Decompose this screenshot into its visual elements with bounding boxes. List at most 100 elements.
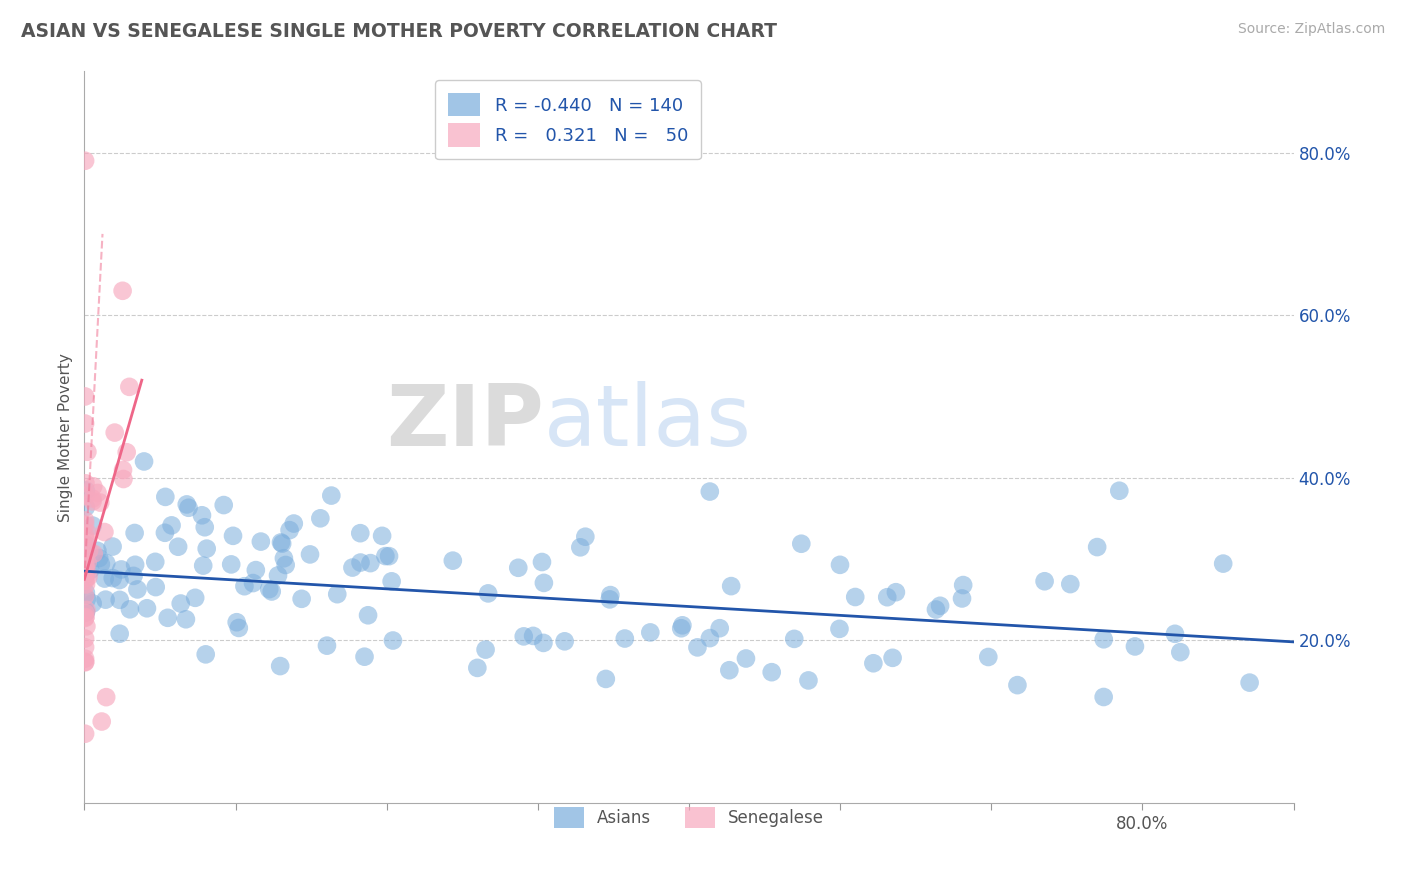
Point bbox=[75, 585, 97, 599]
Point bbox=[184, 591, 207, 605]
Point bbox=[1033, 574, 1056, 589]
Point bbox=[1212, 557, 1234, 571]
Point bbox=[132, 454, 155, 468]
Point bbox=[101, 571, 124, 585]
Point bbox=[75, 605, 97, 619]
Point bbox=[75, 528, 97, 542]
Point bbox=[353, 649, 375, 664]
Point bbox=[640, 625, 662, 640]
Point bbox=[75, 655, 97, 669]
Point bbox=[884, 585, 907, 599]
Point bbox=[359, 556, 381, 570]
Point bbox=[112, 472, 135, 486]
Point bbox=[76, 556, 98, 570]
Point bbox=[828, 558, 851, 572]
Point bbox=[75, 640, 97, 655]
Point bbox=[75, 550, 97, 565]
Point bbox=[89, 495, 111, 509]
Point bbox=[127, 582, 149, 597]
Point bbox=[75, 557, 97, 571]
Point bbox=[82, 491, 104, 506]
Point bbox=[96, 690, 118, 705]
Point bbox=[1108, 483, 1130, 498]
Point bbox=[270, 535, 292, 549]
Point bbox=[87, 551, 110, 566]
Point bbox=[155, 490, 177, 504]
Point bbox=[75, 574, 97, 588]
Point bbox=[75, 651, 97, 665]
Text: ZIP: ZIP bbox=[387, 381, 544, 464]
Point bbox=[245, 563, 267, 577]
Point bbox=[374, 549, 396, 563]
Point bbox=[75, 489, 97, 503]
Point bbox=[75, 632, 97, 646]
Point bbox=[321, 489, 343, 503]
Point bbox=[1164, 627, 1187, 641]
Point bbox=[153, 525, 176, 540]
Point bbox=[574, 530, 596, 544]
Point bbox=[513, 629, 536, 643]
Point bbox=[595, 672, 617, 686]
Point bbox=[75, 567, 97, 582]
Point bbox=[75, 619, 97, 633]
Point bbox=[75, 417, 97, 431]
Point bbox=[75, 610, 97, 624]
Point bbox=[250, 534, 273, 549]
Point bbox=[82, 479, 104, 493]
Point bbox=[176, 497, 198, 511]
Point bbox=[136, 601, 159, 615]
Point bbox=[876, 591, 898, 605]
Point bbox=[882, 650, 904, 665]
Point bbox=[167, 540, 190, 554]
Point bbox=[283, 516, 305, 531]
Point bbox=[76, 538, 98, 552]
Point bbox=[191, 508, 214, 523]
Point bbox=[326, 587, 349, 601]
Point bbox=[522, 629, 544, 643]
Point bbox=[371, 529, 394, 543]
Point bbox=[1059, 577, 1081, 591]
Point bbox=[75, 558, 97, 573]
Point bbox=[309, 511, 332, 525]
Point bbox=[83, 547, 105, 561]
Point bbox=[219, 558, 242, 572]
Point bbox=[1007, 678, 1029, 692]
Point bbox=[269, 659, 291, 673]
Point bbox=[75, 727, 97, 741]
Point bbox=[1239, 675, 1261, 690]
Point bbox=[273, 551, 295, 566]
Point bbox=[75, 500, 97, 515]
Point bbox=[349, 526, 371, 541]
Text: ASIAN VS SENEGALESE SINGLE MOTHER POVERTY CORRELATION CHART: ASIAN VS SENEGALESE SINGLE MOTHER POVERT… bbox=[21, 22, 778, 41]
Point bbox=[790, 537, 813, 551]
Point bbox=[530, 555, 553, 569]
Point bbox=[122, 569, 145, 583]
Point bbox=[75, 483, 97, 498]
Point bbox=[75, 558, 97, 573]
Point bbox=[274, 558, 297, 572]
Point bbox=[342, 560, 364, 574]
Legend: Asians, Senegalese: Asians, Senegalese bbox=[547, 800, 831, 835]
Point bbox=[925, 602, 948, 616]
Point bbox=[75, 532, 97, 546]
Text: Source: ZipAtlas.com: Source: ZipAtlas.com bbox=[1237, 22, 1385, 37]
Point bbox=[720, 579, 742, 593]
Text: atlas: atlas bbox=[544, 381, 752, 464]
Point bbox=[90, 714, 112, 729]
Point bbox=[1092, 632, 1115, 647]
Point bbox=[75, 476, 97, 491]
Point bbox=[156, 611, 179, 625]
Point bbox=[93, 524, 115, 539]
Point bbox=[75, 656, 97, 670]
Point bbox=[174, 612, 197, 626]
Point bbox=[86, 486, 108, 500]
Point bbox=[316, 639, 339, 653]
Point bbox=[108, 592, 131, 607]
Point bbox=[75, 562, 97, 576]
Point bbox=[271, 536, 294, 550]
Point bbox=[613, 632, 636, 646]
Point bbox=[381, 633, 404, 648]
Point bbox=[77, 570, 100, 584]
Point bbox=[108, 626, 131, 640]
Point bbox=[82, 596, 104, 610]
